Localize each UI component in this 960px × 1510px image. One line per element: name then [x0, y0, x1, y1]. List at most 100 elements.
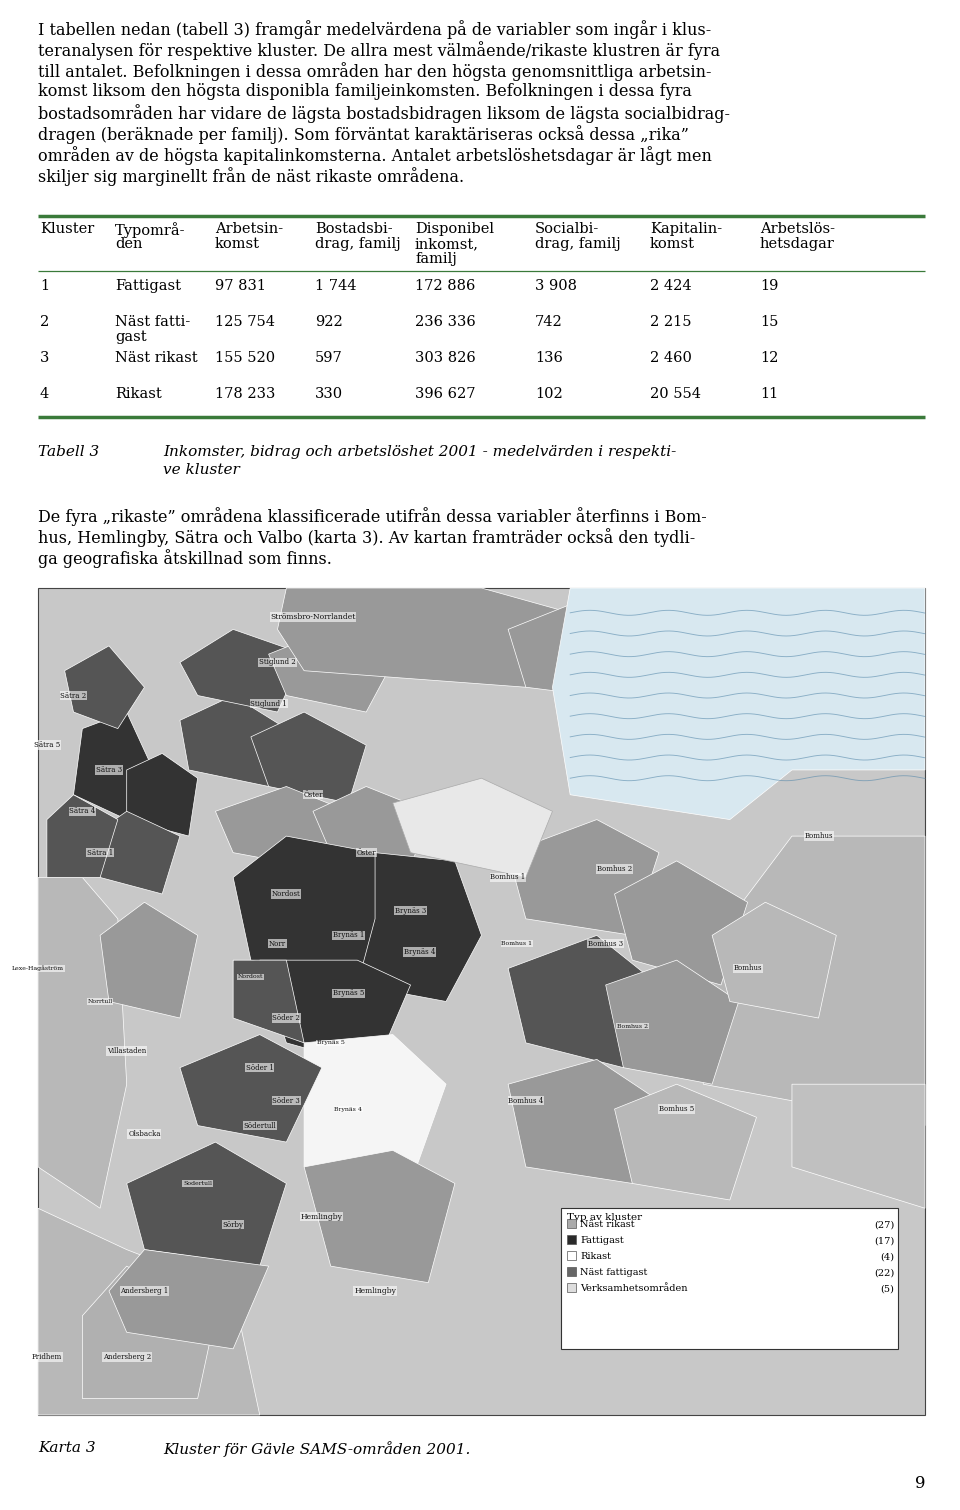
- Bar: [38, 587, 925, 1415]
- Text: 597: 597: [315, 350, 343, 365]
- Text: De fyra „rikaste” områdena klassificerade utifrån dessa variabler återfinns i Bo: De fyra „rikaste” områdena klassificerad…: [38, 507, 707, 525]
- Polygon shape: [180, 1034, 322, 1142]
- Text: Tabell 3: Tabell 3: [38, 445, 99, 459]
- Text: Norrtull: Norrtull: [87, 1000, 112, 1004]
- Text: familj: familj: [415, 252, 457, 266]
- Bar: [567, 1235, 576, 1244]
- Polygon shape: [38, 1208, 260, 1415]
- Text: Sätra 5: Sätra 5: [34, 741, 60, 749]
- Text: 2 215: 2 215: [650, 316, 691, 329]
- Polygon shape: [38, 877, 127, 1208]
- Text: teranalysen för respektive kluster. De allra mest välmående/rikaste klustren är : teranalysen för respektive kluster. De a…: [38, 41, 720, 60]
- Text: hus, Hemlingby, Sätra och Valbo (karta 3). Av kartan framträder också den tydli-: hus, Hemlingby, Sätra och Valbo (karta 3…: [38, 528, 695, 547]
- Text: 178 233: 178 233: [215, 387, 276, 402]
- Text: Söder 2: Söder 2: [273, 1015, 300, 1022]
- Text: (27): (27): [875, 1220, 895, 1229]
- Text: 19: 19: [760, 279, 779, 293]
- Text: Olsbacka: Olsbacka: [129, 1129, 160, 1139]
- Polygon shape: [277, 587, 570, 687]
- Text: Nordost: Nordost: [272, 889, 300, 898]
- Text: komst liksom den högsta disponibla familjeinkomsten. Befolkningen i dessa fyra: komst liksom den högsta disponibla famil…: [38, 83, 692, 100]
- Polygon shape: [127, 753, 198, 837]
- Text: Fridhem: Fridhem: [32, 1353, 62, 1361]
- Polygon shape: [508, 935, 659, 1068]
- Text: Karta 3: Karta 3: [38, 1441, 96, 1456]
- Text: komst: komst: [215, 237, 260, 251]
- Polygon shape: [233, 960, 304, 1043]
- Polygon shape: [180, 630, 304, 713]
- Text: 97 831: 97 831: [215, 279, 266, 293]
- Text: 11: 11: [760, 387, 779, 402]
- Polygon shape: [47, 794, 118, 877]
- Text: Södertull: Södertull: [244, 1122, 276, 1129]
- Text: Norr: Norr: [269, 939, 286, 948]
- Text: 15: 15: [760, 316, 779, 329]
- Text: Strömsbro-Norrlandet: Strömsbro-Norrlandet: [271, 613, 355, 621]
- Text: Bomhus 1: Bomhus 1: [491, 873, 526, 882]
- Text: Bomhus 2: Bomhus 2: [597, 865, 633, 873]
- Polygon shape: [251, 713, 366, 803]
- Polygon shape: [792, 1084, 925, 1208]
- Text: Näst fatti-: Näst fatti-: [115, 316, 190, 329]
- Text: hetsdagar: hetsdagar: [760, 237, 835, 251]
- Text: (22): (22): [875, 1268, 895, 1277]
- Polygon shape: [357, 853, 482, 1001]
- Polygon shape: [606, 960, 739, 1084]
- Text: 742: 742: [535, 316, 563, 329]
- Text: 303 826: 303 826: [415, 350, 476, 365]
- Text: 1 744: 1 744: [315, 279, 356, 293]
- Text: komst: komst: [650, 237, 695, 251]
- Polygon shape: [127, 1142, 286, 1267]
- Polygon shape: [100, 903, 198, 1018]
- Text: 3 908: 3 908: [535, 279, 577, 293]
- Text: 236 336: 236 336: [415, 316, 476, 329]
- Polygon shape: [304, 1034, 446, 1184]
- Text: Brynäs 4: Brynäs 4: [334, 1107, 363, 1111]
- Text: Bomhus 4: Bomhus 4: [508, 1096, 543, 1105]
- Text: 9: 9: [915, 1475, 925, 1492]
- Polygon shape: [83, 1267, 215, 1398]
- Text: Lexe-Hagåström: Lexe-Hagåström: [12, 965, 64, 971]
- Text: 125 754: 125 754: [215, 316, 275, 329]
- Text: Sätra 4: Sätra 4: [69, 808, 95, 815]
- Polygon shape: [215, 787, 348, 870]
- Text: Disponibel: Disponibel: [415, 222, 494, 236]
- Text: 922: 922: [315, 316, 343, 329]
- Text: Typ av kluster: Typ av kluster: [567, 1213, 642, 1222]
- Text: Bomhus 1: Bomhus 1: [501, 941, 533, 947]
- Text: 12: 12: [760, 350, 779, 365]
- Text: Fattigast: Fattigast: [115, 279, 181, 293]
- Polygon shape: [269, 630, 393, 713]
- Text: Bostadsbi-: Bostadsbi-: [315, 222, 393, 236]
- Text: (4): (4): [880, 1252, 895, 1261]
- Text: områden av de högsta kapitalinkomsterna. Antalet arbetslöshetsdagar är lågt men: områden av de högsta kapitalinkomsterna.…: [38, 146, 712, 165]
- Text: Typområ-: Typområ-: [115, 222, 185, 239]
- Text: 1: 1: [40, 279, 49, 293]
- Text: 2: 2: [40, 316, 49, 329]
- Text: Näst rikast: Näst rikast: [115, 350, 198, 365]
- Text: Bomhus: Bomhus: [804, 832, 833, 840]
- Text: Bomhus 3: Bomhus 3: [588, 939, 623, 948]
- Bar: [567, 1219, 576, 1228]
- Text: Kapitalin-: Kapitalin-: [650, 222, 722, 236]
- Text: Bomhus: Bomhus: [733, 965, 762, 972]
- Text: Nordost: Nordost: [238, 974, 264, 978]
- Polygon shape: [64, 646, 144, 729]
- Text: Inkomster, bidrag och arbetslöshet 2001 - medelvärden i respekti-: Inkomster, bidrag och arbetslöshet 2001 …: [163, 445, 676, 459]
- Polygon shape: [614, 1084, 756, 1200]
- Polygon shape: [508, 820, 659, 935]
- Text: (17): (17): [875, 1237, 895, 1246]
- Text: Hemlingby: Hemlingby: [354, 1287, 396, 1296]
- Text: Hemlingby: Hemlingby: [300, 1213, 343, 1220]
- Text: Arbetsin-: Arbetsin-: [215, 222, 283, 236]
- Text: 396 627: 396 627: [415, 387, 475, 402]
- Polygon shape: [91, 811, 180, 894]
- Text: Villastaden: Villastaden: [108, 1046, 146, 1055]
- Text: Verksamhetsområden: Verksamhetsområden: [581, 1284, 687, 1293]
- Polygon shape: [508, 1060, 659, 1184]
- Text: Öster: Öster: [356, 849, 376, 856]
- Text: 2 424: 2 424: [650, 279, 691, 293]
- Text: 2 460: 2 460: [650, 350, 692, 365]
- Polygon shape: [508, 604, 677, 704]
- Polygon shape: [260, 960, 411, 1068]
